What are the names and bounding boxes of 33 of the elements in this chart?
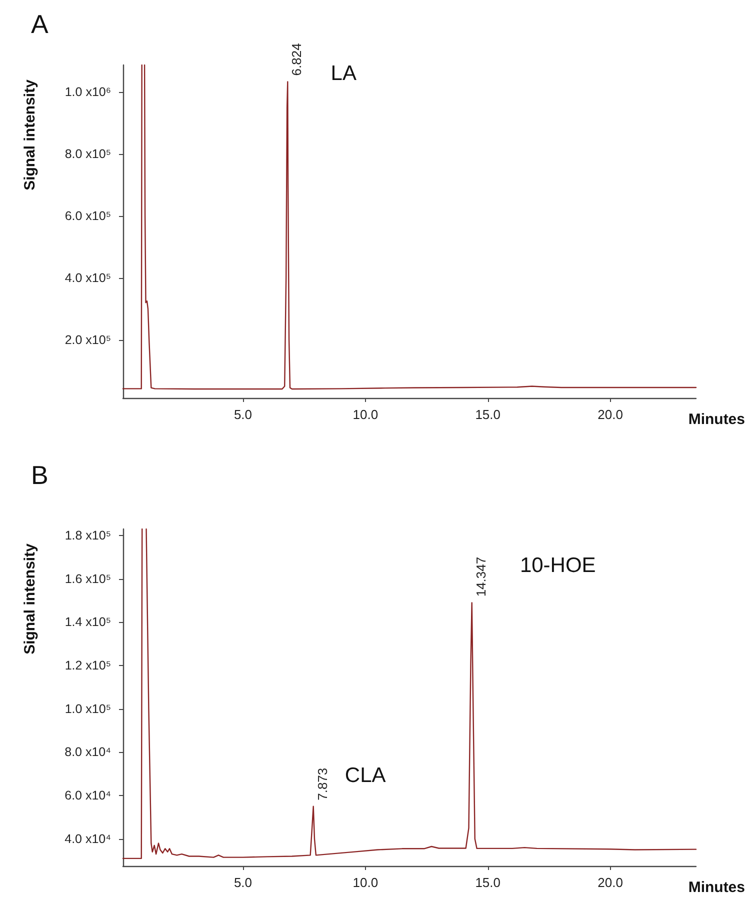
annotation: 14.347 [473,556,488,597]
y-tick-label: 1.4 x10⁵ [64,615,111,630]
annotation: LA [330,62,356,86]
x-tick-label: 10.0 [352,875,378,890]
chart-title: A [31,9,49,39]
x-axis-title: Minutes [688,411,745,428]
annotation: 10-HOE [520,554,596,578]
y-tick-label: 6.0 x10⁵ [64,208,111,223]
y-tick-label: 8.0 x10⁵ [64,146,111,161]
y-axis-title: Signal intensity [22,78,38,190]
y-tick-label: 1.8 x10⁵ [64,528,111,542]
x-tick-label: 20.0 [598,407,623,422]
y-axis-title: Signal intensity [22,542,38,654]
x-axis-title: Minutes [688,879,745,896]
y-tick-label: 1.0 x10⁵ [64,702,111,716]
annotation: CLA [344,764,386,787]
x-tick-label: 10.0 [352,407,378,422]
x-tick-label: 5.0 [234,407,252,422]
chart-title: B [31,460,48,490]
annotation: 6.824 [289,43,304,76]
x-tick-label: 15.0 [475,407,501,422]
x-tick-label: 15.0 [475,875,501,890]
y-tick-label: 6.0 x10⁴ [64,788,111,803]
annotation: 7.873 [314,768,330,800]
y-tick-label: 1.6 x10⁵ [64,572,111,586]
y-tick-label: 8.0 x10⁴ [64,745,111,760]
y-tick-label: 2.0 x10⁵ [64,332,111,347]
x-tick-label: 5.0 [234,875,252,890]
y-tick-label: 1.0 x10⁶ [64,84,111,99]
y-tick-label: 4.0 x10⁴ [64,832,111,846]
x-tick-label: 20.0 [598,875,623,890]
y-tick-label: 1.2 x10⁵ [64,658,111,673]
y-tick-label: 4.0 x10⁵ [64,270,111,285]
